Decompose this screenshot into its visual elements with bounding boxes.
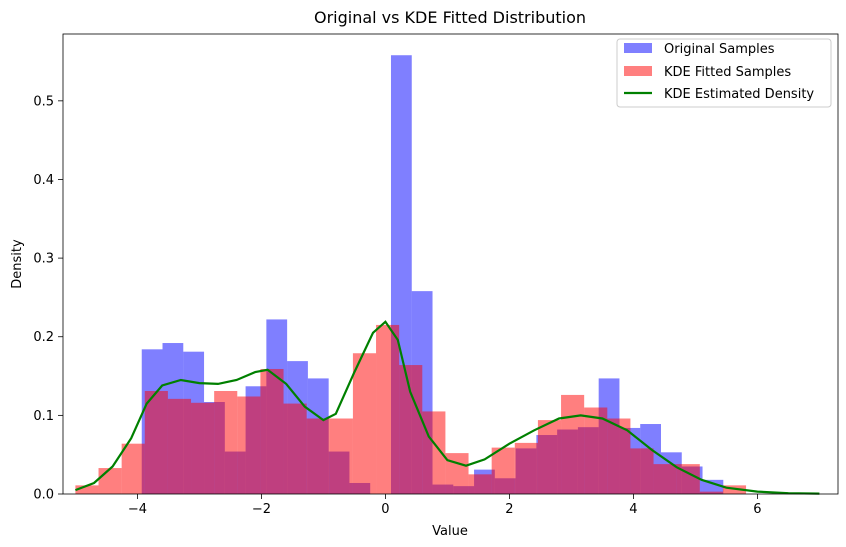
y-tick-label: 0.2 [33,330,54,345]
x-tick-label: 2 [505,502,513,517]
kde-fitted-samples-bar [144,390,168,494]
kde-fitted-samples-bar [191,402,215,494]
legend-label-kde-samples: KDE Fitted Samples [664,65,791,80]
kde-fitted-samples-bar [214,390,238,494]
y-tick-label: 0.4 [33,173,54,188]
kde-fitted-samples-bar [75,485,99,494]
x-tick-label: 6 [753,502,761,517]
plot-frame [62,33,839,495]
kde-fitted-samples-bar [376,324,400,494]
y-axis-ticks: 0.0 0.1 0.2 0.3 0.4 0.5 [33,94,63,503]
kde-fitted-samples-bar [607,418,631,494]
kde-fitted-samples-bar [237,396,261,494]
kde-fitted-samples-bar [584,407,608,494]
kde-fitted-samples-bar [491,447,515,494]
x-tick-label: 4 [629,502,637,517]
kde-fitted-samples-bar [306,418,330,494]
x-tick-label: 0 [381,502,389,517]
legend-label-original: Original Samples [664,42,775,57]
kde-fitted-samples-bar [561,394,585,494]
kde-fitted-samples-bar [537,420,562,494]
y-tick-label: 0.0 [33,488,54,503]
y-axis-label: Density [10,239,25,289]
kde-fitted-samples-bar [121,443,145,494]
y-tick-label: 0.1 [33,409,54,424]
y-tick-label: 0.3 [33,252,54,267]
kde-fitted-samples-bar [514,442,538,494]
kde-fitted-samples-bar [283,403,307,494]
legend-box [616,38,832,108]
kde-fitted-samples-bar [653,464,677,494]
chart-title: Original vs KDE Fitted Distribution [314,8,586,27]
x-axis-ticks: −4 −2 0 2 4 6 [128,494,762,517]
kde-fitted-samples-bar [630,448,654,494]
kde-fitted-bars [75,324,747,494]
kde-fitted-samples-bar [676,464,700,494]
original-samples-bar [702,479,724,494]
kde-fitted-samples-bar [329,418,353,494]
kde-fitted-samples-bar [468,474,492,494]
legend-swatch-kde-samples [624,66,652,76]
x-axis-label: Value [432,524,468,539]
kde-density-line [75,320,820,495]
kde-fitted-samples-bar [699,491,723,494]
legend-label-kde-line: KDE Estimated Density [664,87,814,102]
kde-fitted-samples-bar [445,453,469,494]
kde-fitted-samples-bar [399,365,423,494]
kde-fitted-samples-bar [260,368,284,494]
kde-fitted-samples-bar [167,398,192,494]
y-tick-label: 0.5 [33,94,54,109]
legend-swatch-original [624,43,652,53]
x-tick-label: −2 [252,502,271,517]
kde-fitted-samples-bar [352,353,377,494]
x-tick-label: −4 [128,502,147,517]
legend: Original Samples KDE Fitted Samples KDE … [616,38,832,108]
kde-fitted-samples-bar [98,468,122,494]
